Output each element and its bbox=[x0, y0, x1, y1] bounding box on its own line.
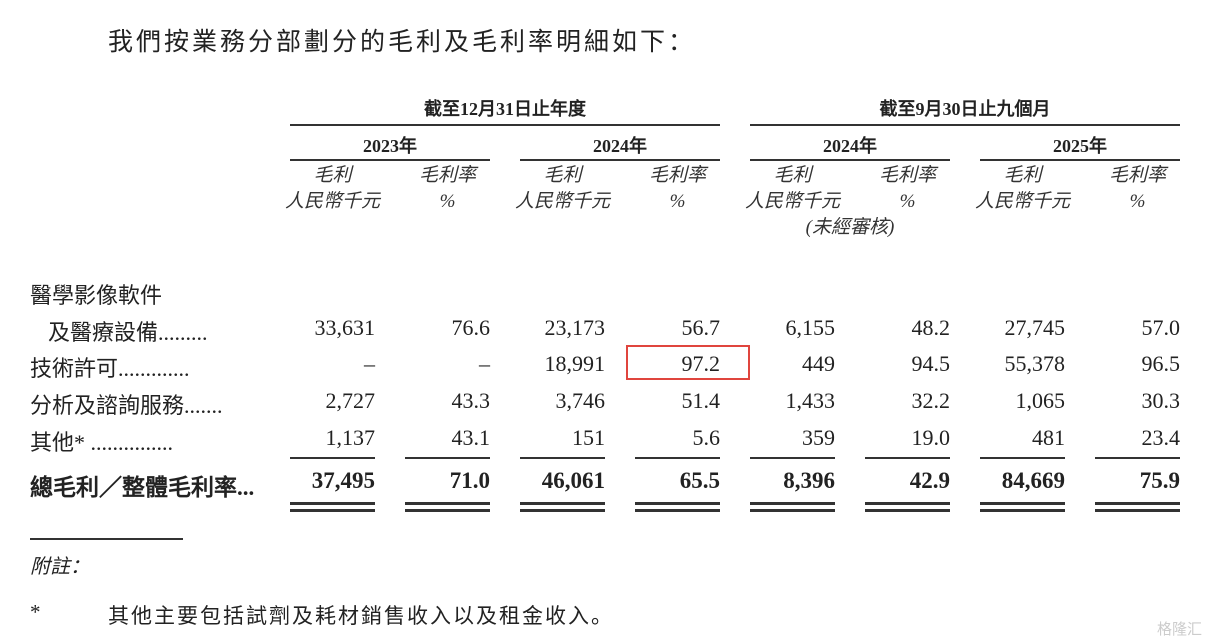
note-title: 附註： bbox=[30, 556, 90, 578]
table-cell: 2,727 bbox=[325, 388, 376, 413]
table-cell: 449 bbox=[802, 351, 835, 376]
total-cell: 84,669 bbox=[1001, 468, 1065, 493]
table-cell: – bbox=[479, 351, 490, 376]
row-label: 及醫療設備......... bbox=[48, 320, 208, 345]
table-cell: – bbox=[364, 351, 375, 376]
note-mark: * bbox=[30, 600, 41, 624]
gross-profit-header: 毛利 bbox=[313, 165, 352, 186]
table-cell: 19.0 bbox=[911, 425, 951, 450]
table-cell: 1,433 bbox=[785, 388, 836, 413]
table-cell: 481 bbox=[1032, 425, 1065, 450]
table-cell: 32.2 bbox=[911, 388, 951, 413]
total-label: 總毛利／整體毛利率... bbox=[30, 475, 255, 500]
unaudited-note: (未經審核) bbox=[805, 217, 895, 238]
total-cell: 8,396 bbox=[783, 468, 835, 493]
gross-profit-header: 毛利 bbox=[773, 165, 812, 186]
year-header: 2023年 bbox=[363, 136, 417, 156]
unit-percent: % bbox=[439, 191, 456, 212]
gross-profit-header: 毛利 bbox=[543, 165, 582, 186]
total-cell: 37,495 bbox=[311, 468, 375, 493]
total-cell: 46,061 bbox=[541, 468, 605, 493]
table-cell: 1,137 bbox=[325, 425, 376, 450]
group-header-nine-months: 截至9月30日止九個月 bbox=[879, 99, 1051, 119]
table-cell: 55,378 bbox=[1004, 351, 1066, 376]
note-divider bbox=[30, 538, 183, 540]
gross-profit-header: 毛利 bbox=[1003, 165, 1042, 186]
unit-rmb-thousand: 人民幣千元 bbox=[285, 191, 381, 212]
total-cell: 75.9 bbox=[1139, 468, 1180, 493]
table-cell: 27,745 bbox=[1004, 315, 1066, 340]
highlight-box bbox=[626, 345, 750, 380]
unit-percent: % bbox=[899, 191, 916, 212]
table-cell: 96.5 bbox=[1141, 351, 1181, 376]
table-cell: 76.6 bbox=[451, 315, 491, 340]
table-cell: 97.2 bbox=[681, 351, 721, 376]
unit-percent: % bbox=[669, 191, 686, 212]
table-cell: 56.7 bbox=[681, 315, 721, 340]
unit-rmb-thousand: 人民幣千元 bbox=[745, 191, 841, 212]
table-cell: 3,746 bbox=[555, 388, 606, 413]
table-cell: 43.3 bbox=[451, 388, 491, 413]
table-cell: 1,065 bbox=[1015, 388, 1066, 413]
note-text: 其他主要包括試劑及耗材銷售收入以及租金收入。 bbox=[108, 604, 614, 628]
group-header-annual: 截至12月31日止年度 bbox=[424, 99, 586, 119]
row-label: 分析及諮詢服務....... bbox=[30, 393, 223, 418]
unit-percent: % bbox=[1129, 191, 1146, 212]
unit-rmb-thousand: 人民幣千元 bbox=[515, 191, 611, 212]
total-cell: 65.5 bbox=[679, 468, 720, 493]
year-header: 2024年 bbox=[823, 136, 877, 156]
margin-header: 毛利率 bbox=[878, 165, 936, 186]
table-cell: 23.4 bbox=[1141, 425, 1181, 450]
table-cell: 6,155 bbox=[785, 315, 836, 340]
table-cell: 5.6 bbox=[692, 425, 721, 450]
divider bbox=[750, 124, 1180, 126]
total-cell: 42.9 bbox=[909, 468, 950, 493]
margin-header: 毛利率 bbox=[1108, 165, 1166, 186]
margin-header: 毛利率 bbox=[648, 165, 706, 186]
year-header: 2025年 bbox=[1053, 136, 1107, 156]
row-label: 其他* ............... bbox=[30, 430, 174, 455]
unit-rmb-thousand: 人民幣千元 bbox=[975, 191, 1071, 212]
table-cell: 18,991 bbox=[544, 351, 606, 376]
table-cell: 48.2 bbox=[911, 315, 951, 340]
table-cell: 359 bbox=[802, 425, 835, 450]
table-cell: 51.4 bbox=[681, 388, 721, 413]
row-label: 技術許可............. bbox=[30, 356, 190, 381]
watermark: 格隆汇 bbox=[1156, 620, 1202, 638]
table-cell: 57.0 bbox=[1141, 315, 1181, 340]
row-label: 醫學影像軟件 bbox=[30, 283, 163, 308]
divider bbox=[290, 124, 720, 126]
table-cell: 23,173 bbox=[544, 315, 606, 340]
year-header: 2024年 bbox=[593, 136, 647, 156]
margin-header: 毛利率 bbox=[418, 165, 476, 186]
table-cell: 151 bbox=[572, 425, 605, 450]
table-cell: 43.1 bbox=[451, 425, 491, 450]
total-cell: 71.0 bbox=[449, 468, 490, 493]
table-cell: 94.5 bbox=[911, 351, 951, 376]
table-cell: 30.3 bbox=[1141, 388, 1181, 413]
intro-text: 我們按業務分部劃分的毛利及毛利率明細如下： bbox=[108, 29, 697, 56]
table-cell: 33,631 bbox=[314, 315, 376, 340]
